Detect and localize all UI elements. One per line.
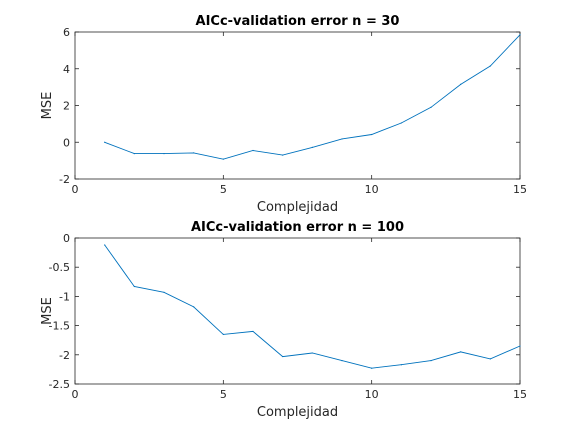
x-axis-label: Complejidad [257, 405, 338, 420]
data-point [489, 65, 491, 67]
x-tick-label: 15 [513, 388, 527, 401]
y-tick-label: -1.5 [49, 320, 70, 333]
data-point [104, 141, 106, 143]
data-point [133, 285, 135, 288]
y-tick-label: 0 [63, 232, 70, 245]
y-tick-label: -2.5 [49, 378, 70, 391]
chart-title: AICc-validation error n = 30 [196, 14, 400, 29]
x-tick-label: 10 [365, 183, 379, 196]
x-tick-label: 5 [220, 388, 227, 401]
y-tick-label: 0 [63, 136, 70, 149]
data-point [489, 358, 491, 360]
data-point [222, 333, 224, 335]
axes-box [74, 237, 521, 385]
data-point [311, 352, 313, 354]
axes-box [74, 31, 521, 180]
data-point [311, 146, 313, 148]
x-tick-label: 10 [365, 388, 379, 401]
y-tick-label: -2 [59, 173, 70, 186]
data-point [104, 244, 106, 246]
data-point [400, 364, 402, 366]
data-point [519, 34, 521, 36]
data-point [460, 351, 462, 353]
data-point [341, 138, 343, 140]
y-tick-label: 6 [63, 26, 70, 39]
data-point [430, 106, 432, 108]
data-point [252, 149, 254, 152]
data-point [193, 306, 195, 308]
y-tick-label: -1 [59, 290, 70, 303]
data-point [163, 291, 165, 293]
data-point [222, 158, 224, 160]
subplot-2: 0 5 10 15 -2.5 -2 -1.5 -1 -0.5 0 AICc-validation e… [40, 220, 527, 420]
data-point [252, 330, 254, 333]
y-axis-label: MSE [40, 297, 55, 325]
data-point [282, 355, 284, 358]
data-point [371, 133, 373, 136]
data-point [193, 152, 195, 154]
y-tick-label: 4 [63, 63, 70, 76]
data-point [460, 83, 462, 85]
x-tick-label: 5 [220, 183, 227, 196]
data-point [341, 360, 343, 362]
y-axis-label: MSE [40, 92, 55, 120]
y-tick-label: 2 [63, 100, 70, 113]
chart-title: AICc-validation error n = 100 [191, 220, 404, 235]
data-point [519, 345, 521, 347]
data-point [430, 360, 432, 362]
data-point [133, 153, 135, 155]
data-point [371, 367, 373, 369]
y-tick-label: -0.5 [49, 261, 70, 274]
x-tick-label: 15 [513, 183, 527, 196]
x-tick-label: 0 [72, 183, 79, 196]
y-tick-label: -2 [59, 349, 70, 362]
x-axis-label: Complejidad [257, 200, 338, 215]
data-point [282, 154, 284, 156]
x-tick-label: 0 [72, 388, 79, 401]
data-point [163, 153, 165, 155]
data-point [400, 122, 402, 124]
